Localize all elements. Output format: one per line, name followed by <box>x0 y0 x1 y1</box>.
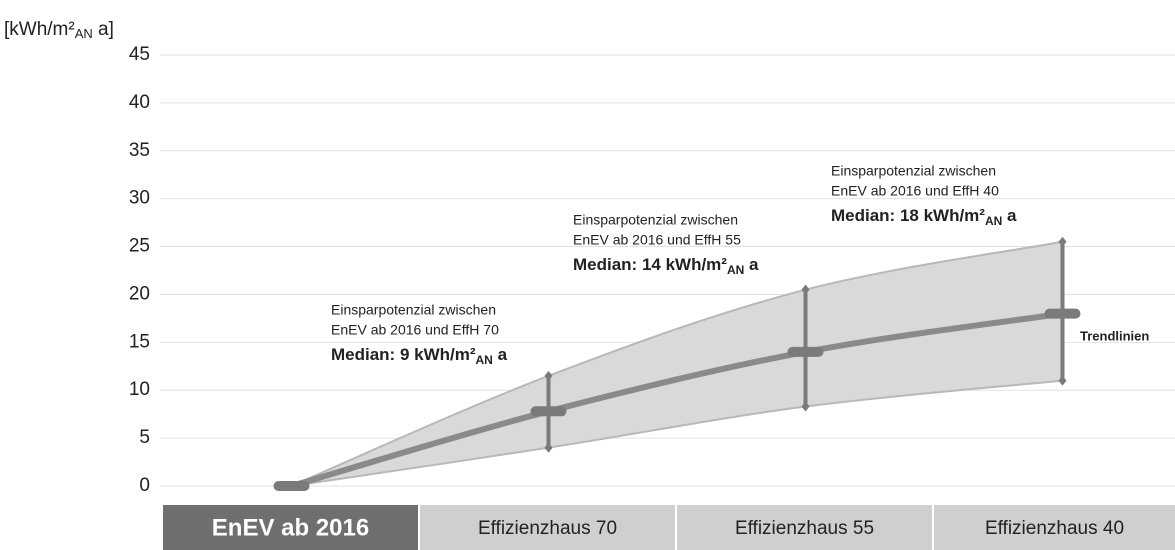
trend-label: Trendlinien <box>1080 328 1149 343</box>
y-axis-title: [kWh/m²AN a] <box>4 19 114 41</box>
median-marker <box>530 406 567 417</box>
median-marker <box>273 481 310 491</box>
annotation-median: Median: 14 kWh/m²AN a <box>573 255 759 277</box>
annotation-line: EnEV ab 2016 und EffH 40 <box>831 183 999 199</box>
annotation-line: EnEV ab 2016 und EffH 55 <box>573 232 741 248</box>
median-marker <box>787 346 824 357</box>
y-tick-label: 15 <box>129 331 150 352</box>
y-tick-label: 0 <box>139 475 150 496</box>
category-box <box>677 505 932 550</box>
x-tick-label: Effizienzhaus 70 <box>478 518 617 539</box>
annotation-line: Einsparpotenzial zwischen <box>573 212 738 228</box>
y-tick-label: 30 <box>129 188 150 209</box>
annotation-line: Einsparpotenzial zwischen <box>331 302 496 318</box>
range-end <box>544 370 553 381</box>
range-end <box>1058 375 1067 386</box>
category-box <box>163 505 418 550</box>
y-tick-label: 25 <box>129 236 150 257</box>
y-tick-label: 10 <box>129 379 150 400</box>
annotation-median: Median: 9 kWh/m²AN a <box>331 345 508 367</box>
y-tick-label: 35 <box>129 140 150 161</box>
x-tick-label: Effizienzhaus 40 <box>985 518 1124 539</box>
annotation-line: Einsparpotenzial zwischen <box>831 163 996 179</box>
annotation-median: Median: 18 kWh/m²AN a <box>831 206 1017 228</box>
category-box <box>420 505 675 550</box>
y-tick-label: 40 <box>129 92 150 113</box>
range-end <box>544 442 553 453</box>
category-box <box>934 505 1175 550</box>
median-line <box>290 310 1063 489</box>
upper-line <box>291 240 1063 487</box>
median-tail: a <box>1002 206 1017 225</box>
y-tick-label: 45 <box>129 44 150 65</box>
range-end <box>801 284 810 295</box>
annotation-line: EnEV ab 2016 und EffH 70 <box>331 322 499 338</box>
band-area <box>291 241 1063 486</box>
median-tail: a <box>493 345 508 364</box>
median-sub: AN <box>476 353 493 367</box>
median-sub: AN <box>727 263 744 277</box>
median-text: Median: 18 kWh/m² <box>831 206 985 225</box>
median-text: Median: 9 kWh/m² <box>331 345 476 364</box>
y-tick-label: 20 <box>129 283 150 304</box>
range-end <box>1058 236 1067 247</box>
y-tick-label: 5 <box>139 427 150 448</box>
range-end <box>801 401 810 412</box>
median-text: Median: 14 kWh/m² <box>573 255 727 274</box>
median-marker <box>1044 308 1081 319</box>
x-tick-label: Effizienzhaus 55 <box>735 518 874 539</box>
median-tail: a <box>744 255 759 274</box>
x-tick-label: EnEV ab 2016 <box>212 514 369 541</box>
median-sub: AN <box>985 214 1002 228</box>
lower-line <box>291 379 1063 487</box>
